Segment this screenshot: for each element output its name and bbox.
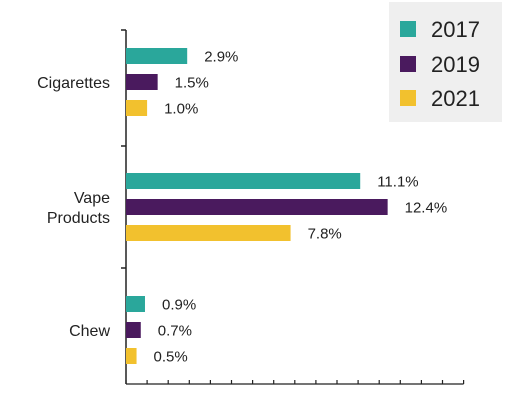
data-label-2017-1: 11.1% bbox=[377, 174, 418, 191]
bar-2021-0 bbox=[126, 100, 148, 116]
bar-2017-0 bbox=[126, 48, 188, 64]
bar-2019-2 bbox=[126, 322, 141, 338]
data-label-2019-2: 0.7% bbox=[158, 323, 192, 340]
bar-2021-2 bbox=[126, 348, 137, 364]
legend-label-2021: 2021 bbox=[431, 86, 480, 111]
legend-swatch-2021 bbox=[400, 90, 416, 106]
bar-2017-1 bbox=[126, 173, 361, 189]
data-label-2021-0: 1.0% bbox=[164, 101, 198, 118]
bar-2019-0 bbox=[126, 74, 158, 90]
category-label-2: Chew bbox=[69, 323, 110, 340]
data-label-2017-2: 0.9% bbox=[162, 297, 196, 314]
bar-2021-1 bbox=[126, 225, 291, 241]
legend-swatch-2017 bbox=[400, 21, 416, 37]
bar-2019-1 bbox=[126, 199, 388, 215]
category-label-1: Vape Products bbox=[47, 190, 110, 227]
category-label-0: Cigarettes bbox=[37, 75, 110, 92]
legend-swatch-2019 bbox=[400, 56, 416, 72]
data-label-2017-0: 2.9% bbox=[204, 49, 238, 66]
data-label-2019-0: 1.5% bbox=[175, 75, 209, 92]
data-label-2021-2: 0.5% bbox=[154, 349, 188, 366]
legend-label-2019: 2019 bbox=[431, 52, 480, 77]
data-label-2021-1: 7.8% bbox=[308, 226, 342, 243]
legend-label-2017: 2017 bbox=[431, 17, 480, 42]
data-label-2019-1: 12.4% bbox=[405, 200, 448, 217]
bar-2017-2 bbox=[126, 296, 145, 312]
